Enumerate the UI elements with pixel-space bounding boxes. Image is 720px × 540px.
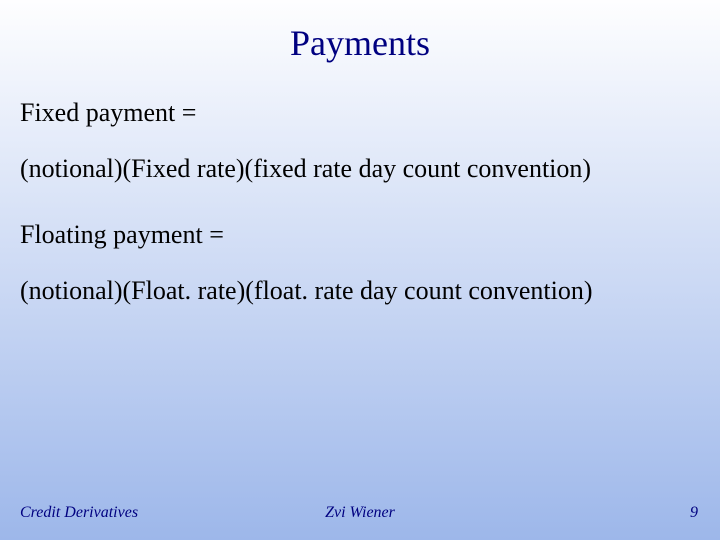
footer-center: Zvi Wiener — [0, 504, 720, 522]
line-floating-formula: (notional)(Float. rate)(float. rate day … — [20, 276, 593, 306]
line-fixed-formula: (notional)(Fixed rate)(fixed rate day co… — [20, 154, 591, 184]
slide: Payments Fixed payment = (notional)(Fixe… — [0, 0, 720, 540]
slide-number: 9 — [690, 504, 698, 522]
line-floating-heading: Floating payment = — [20, 220, 224, 250]
line-fixed-heading: Fixed payment = — [20, 98, 196, 128]
slide-title: Payments — [0, 0, 720, 64]
